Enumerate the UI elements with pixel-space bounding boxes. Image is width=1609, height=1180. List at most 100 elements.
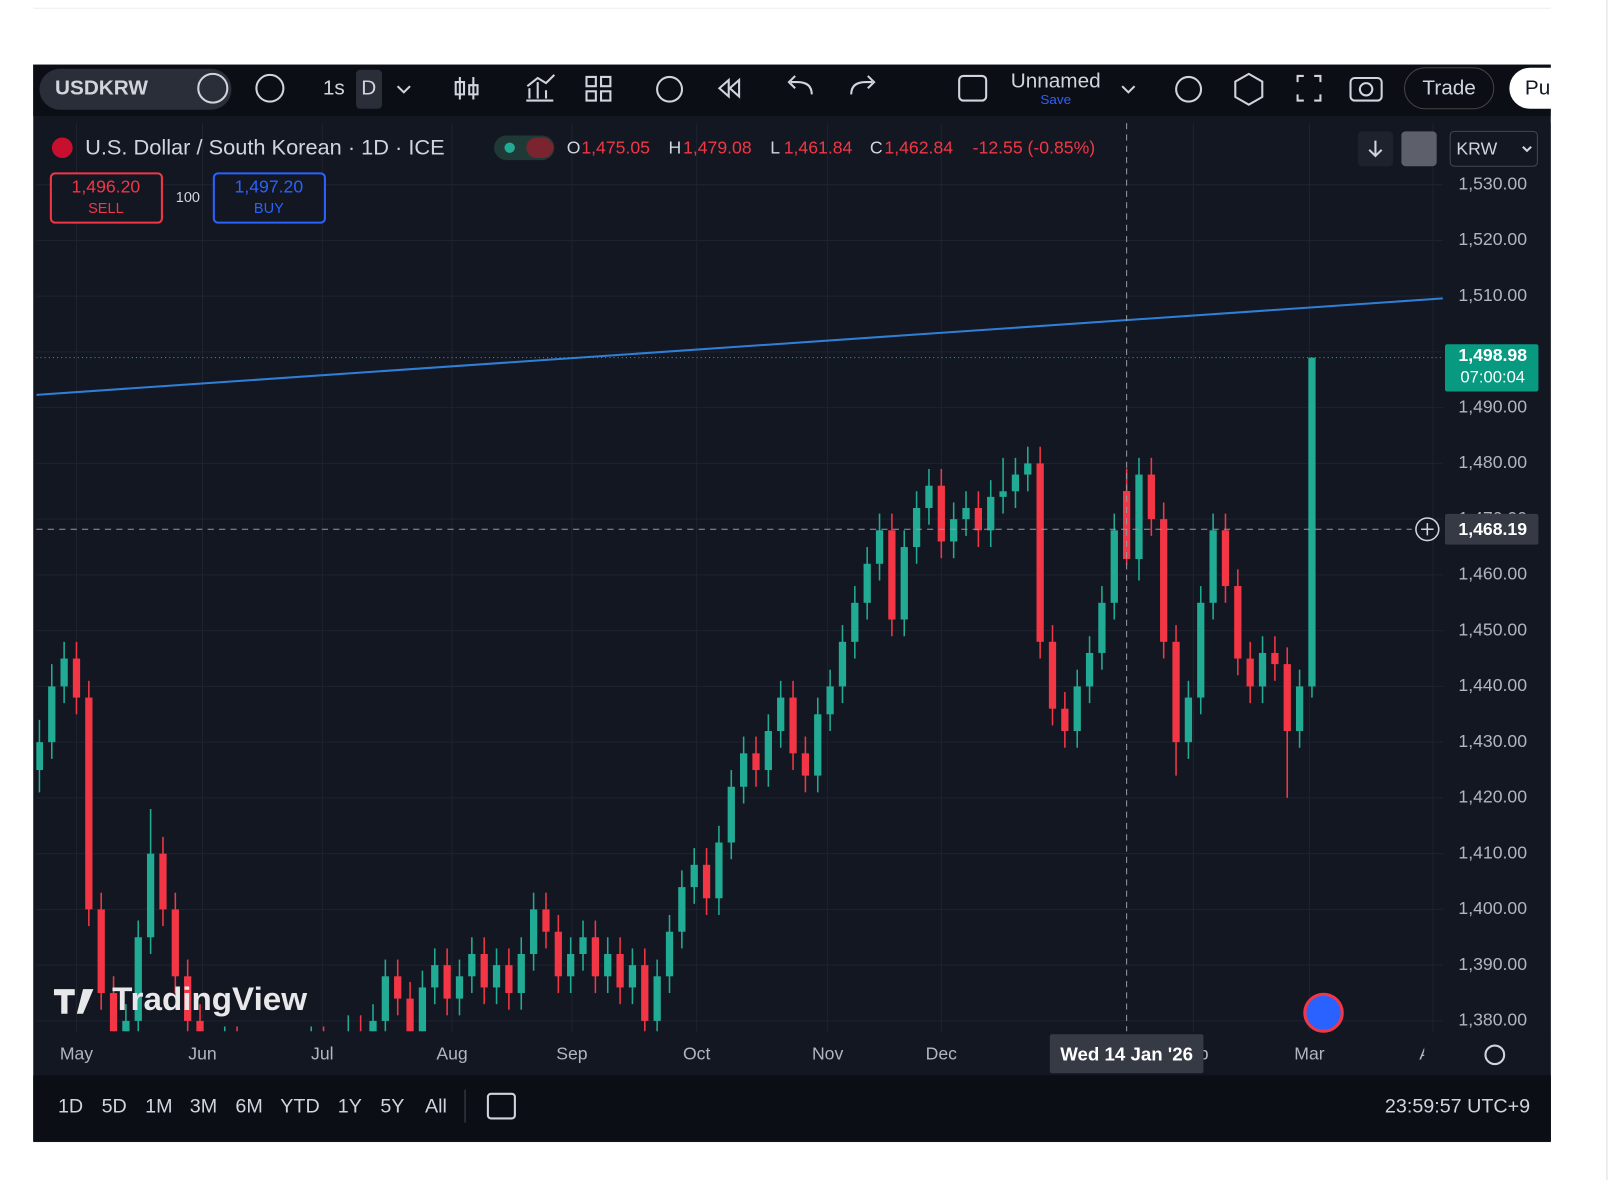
candle-body (159, 853, 167, 910)
candle-body (394, 976, 402, 999)
buy-label[interactable]: BUY (254, 201, 284, 217)
ohlc-key: O (567, 137, 581, 157)
range-button[interactable]: 1M (145, 1095, 172, 1117)
candle-body (838, 641, 847, 687)
candle-body (1283, 664, 1291, 732)
candle-body (752, 753, 760, 771)
dropdown[interactable] (1121, 85, 1136, 94)
currency[interactable]: KRW (1456, 139, 1497, 159)
candle-body (146, 853, 155, 938)
y-tick-label: 1,520.00 (1458, 229, 1527, 249)
app-frame (33, 64, 1551, 1143)
range-button[interactable]: 3M (190, 1095, 217, 1117)
ohlc-key: H (669, 137, 682, 157)
range-button[interactable]: All (425, 1095, 447, 1117)
y-tick-label: 1,380.00 (1458, 1010, 1527, 1030)
candle-body (678, 887, 686, 932)
sell-button[interactable] (49, 172, 163, 224)
range-button[interactable]: 6M (235, 1095, 262, 1117)
interval-box[interactable] (356, 69, 383, 109)
candle-body (1011, 474, 1020, 492)
icon[interactable] (197, 72, 229, 104)
layout-icon[interactable] (958, 74, 988, 102)
ohlc-value: 1,479.08 (683, 137, 752, 157)
candle-body (505, 965, 513, 994)
interval[interactable]: D (361, 77, 376, 100)
buy-button[interactable] (212, 172, 326, 224)
layout-save[interactable]: Save (1040, 92, 1071, 107)
candle-body (863, 563, 871, 603)
ohlc-change: -12.55 (-0.85%) (973, 137, 1096, 157)
watermark: TradingView (112, 980, 307, 1017)
crosshair-price: 1,468.19 (1458, 519, 1527, 539)
ohlc-value: 1,475.05 (581, 137, 650, 157)
buy-price[interactable]: 1,497.20 (235, 176, 304, 196)
last-price: 1,498.98 (1458, 345, 1527, 365)
candle-body (171, 909, 179, 977)
interval[interactable]: 1s (323, 77, 345, 100)
fullscreen[interactable] (1296, 74, 1322, 102)
currency-select[interactable] (1449, 130, 1538, 167)
candle-body (900, 547, 908, 620)
news-flag (1303, 992, 1344, 1033)
undo[interactable] (787, 75, 813, 95)
candle-body (1135, 474, 1143, 560)
status-dot (526, 137, 554, 159)
y-tick-label: 1,430.00 (1458, 731, 1527, 751)
sync-button[interactable] (1401, 131, 1437, 167)
indicators[interactable] (526, 74, 556, 102)
date-range[interactable] (486, 1092, 516, 1120)
candle-body (184, 976, 192, 1021)
settings[interactable] (1234, 72, 1264, 106)
candle-body (987, 496, 995, 531)
crosshair-date-badge (1049, 1034, 1204, 1074)
trade-button[interactable] (1403, 67, 1495, 110)
candle-body (1246, 658, 1254, 687)
range-button[interactable]: YTD (280, 1095, 319, 1117)
replay[interactable] (717, 77, 741, 99)
add-symbol[interactable] (255, 73, 285, 103)
symbol[interactable]: USDKRW (55, 77, 149, 100)
sell-price[interactable]: 1,496.20 (72, 176, 141, 196)
overlay: 1,380.00 1,390.00 1,400.00 1,410.00 1,420.00… (36, 123, 1549, 1074)
dropdown[interactable] (1522, 146, 1532, 153)
candle-body (665, 931, 674, 977)
plot (36, 297, 1443, 1032)
watermark-logo (53, 989, 94, 1014)
candle-body (97, 909, 105, 994)
trade-label[interactable]: Trade (1422, 77, 1475, 100)
symbol-search[interactable] (39, 68, 232, 110)
quick-search[interactable] (1175, 75, 1203, 103)
candle-body (369, 1020, 377, 1032)
axis-settings (1484, 1044, 1506, 1066)
candle-body (1258, 652, 1267, 687)
candle-body (406, 998, 414, 1032)
candle-body (72, 658, 81, 698)
last-price-badge (1444, 344, 1539, 392)
range-button[interactable]: 5Y (380, 1095, 404, 1117)
candle-body (925, 485, 933, 509)
y-tick-label: 1,450.00 (1458, 619, 1527, 639)
quantity[interactable]: 100 (176, 190, 200, 206)
dropdown[interactable] (396, 85, 411, 94)
candle-body (529, 909, 538, 955)
candle-body (1147, 474, 1155, 520)
candle-body (604, 954, 612, 977)
sell-label[interactable]: SELL (88, 201, 124, 217)
publish-label[interactable]: Pu (1525, 77, 1550, 100)
x-tick-label: May (60, 1044, 94, 1064)
chart-type[interactable] (454, 76, 479, 100)
candle-body (1295, 686, 1304, 732)
range-button[interactable]: 1D (58, 1095, 83, 1117)
range-button[interactable]: 5D (102, 1095, 127, 1117)
alert[interactable] (656, 75, 684, 103)
candle-body (134, 937, 142, 1021)
range-button[interactable]: 1Y (338, 1095, 362, 1117)
layout-name[interactable]: Unnamed (1011, 70, 1101, 93)
candle-body (1172, 641, 1180, 743)
candle-body (1085, 652, 1094, 687)
clock[interactable]: 23:59:57 UTC+9 (1385, 1095, 1530, 1117)
layouts[interactable] (585, 75, 612, 102)
candle-body (1098, 602, 1106, 653)
snapshot[interactable] (1349, 76, 1383, 102)
